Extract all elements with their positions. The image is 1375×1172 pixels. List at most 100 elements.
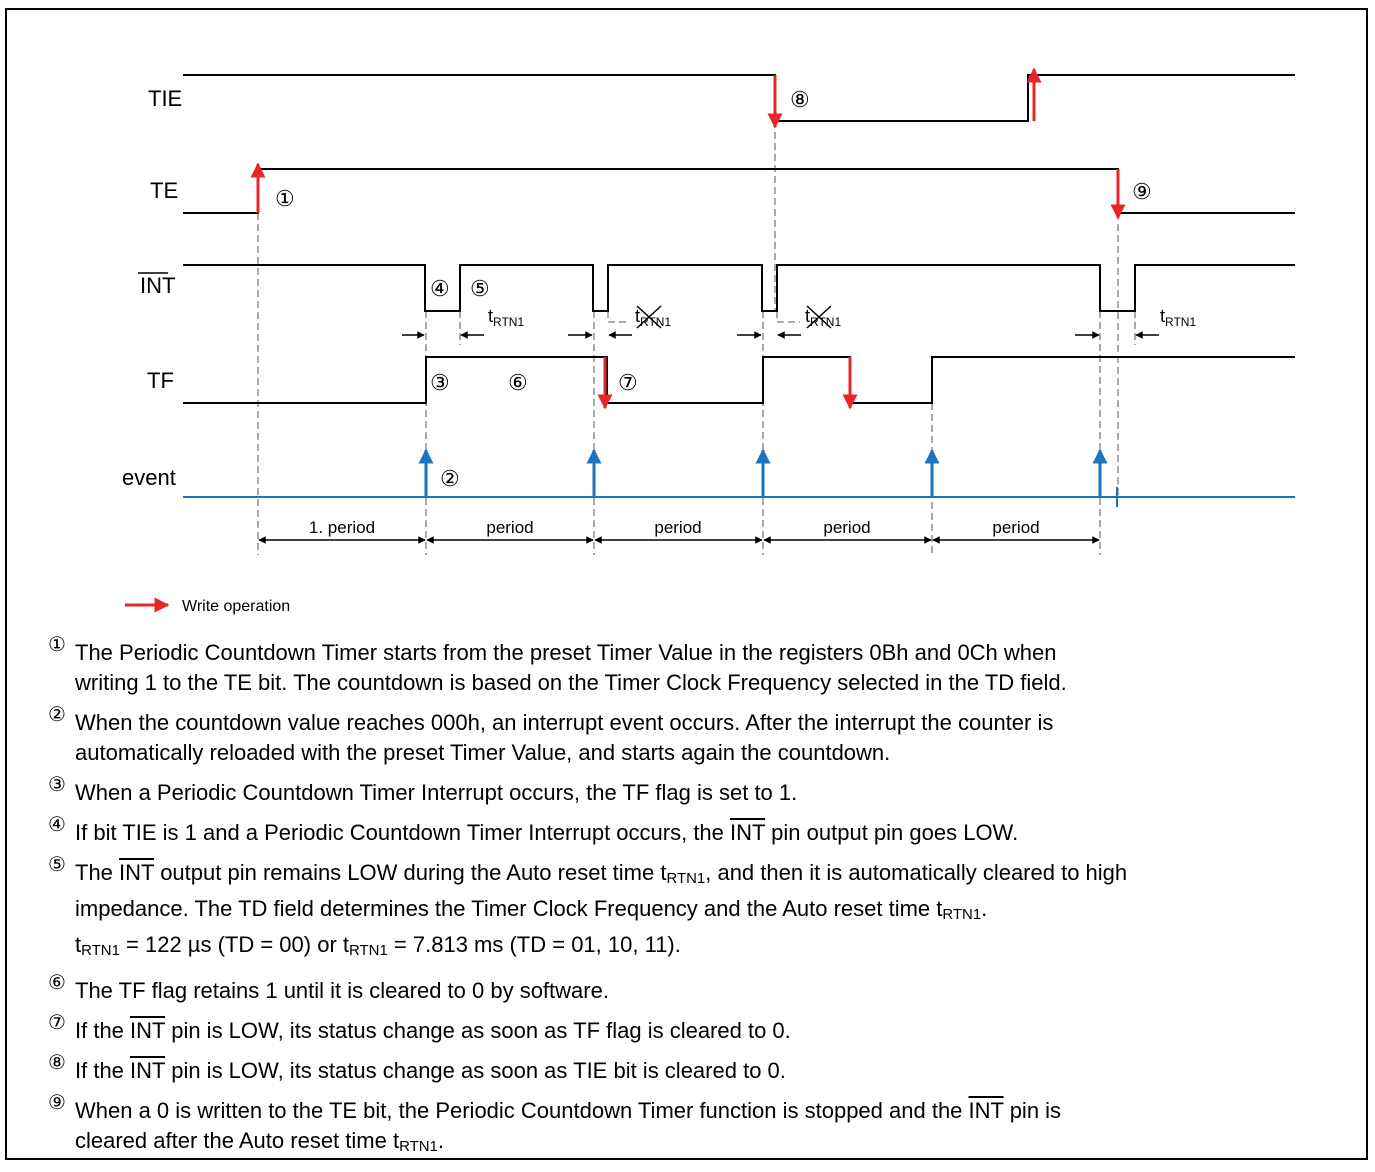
note-text: When a 0 is written to the TE bit, the P…	[75, 1097, 969, 1123]
note-line: When the countdown value reaches 000h, a…	[75, 708, 1363, 738]
note-line: When a 0 is written to the TE bit, the P…	[75, 1096, 1363, 1126]
note-text: pin is LOW, its status change as soon as…	[165, 1057, 786, 1083]
trtn-t: t	[805, 306, 810, 326]
note-line: automatically reloaded with the preset T…	[75, 738, 1363, 768]
note-marker: ⑤	[48, 854, 66, 876]
step-marker: ⑤	[470, 276, 490, 301]
period-label: period	[823, 518, 870, 537]
note-sub: RTN1	[666, 869, 706, 887]
note: ② When the countdown value reaches 000h, …	[48, 704, 1363, 768]
note-text: If the	[75, 1057, 131, 1083]
note-text: , and then it is automatically cleared t…	[705, 860, 1128, 885]
note-text: .	[981, 895, 988, 921]
note-marker: ⑥	[48, 971, 66, 994]
note-marker: ②	[48, 704, 66, 726]
note: ⑤ The INT output pin remains LOW during t…	[48, 854, 1363, 966]
note-line: impedance. The TD field determines the T…	[75, 894, 1363, 930]
note-line: cleared after the Auto reset time tRTN1.	[75, 1126, 1363, 1162]
signal-label: TE	[150, 178, 178, 203]
step-marker: ②	[440, 466, 460, 491]
trtn-sub: RTN1	[493, 315, 524, 329]
note-text: = 7.813 ms (TD = 01, 10, 11).	[387, 931, 681, 957]
note-text: When a Periodic Countdown Timer Interrup…	[75, 780, 798, 805]
note-text: If the	[75, 1017, 131, 1043]
period-label: 1. period	[309, 518, 375, 537]
note-line: tRTN1 = 122 µs (TD = 00) or tRTN1 = 7.81…	[75, 930, 1363, 966]
note-sub: RTN1	[349, 941, 388, 959]
frame	[5, 8, 1368, 1160]
step-marker: ⑨	[1132, 179, 1152, 204]
note-line: If bit TIE is 1 and a Periodic Countdown…	[75, 818, 1363, 848]
note-text: pin output pin goes LOW.	[765, 820, 1019, 845]
step-marker: ①	[275, 186, 295, 211]
trtn-label: tRTN1	[488, 306, 524, 329]
trtn-sub: RTN1	[640, 315, 671, 329]
note: ⑥ The TF flag retains 1 until it is clear…	[48, 972, 1363, 1006]
note: ③ When a Periodic Countdown Timer Interru…	[48, 774, 1363, 808]
note-text: pin is	[1003, 1097, 1062, 1123]
te-wave	[183, 168, 1295, 214]
note: ① The Periodic Countdown Timer starts fro…	[48, 634, 1363, 698]
signal-label: TIE	[148, 86, 182, 111]
timing-diagram: Write operation TIE TE INT TF event ⑧ ① ④ ⑤ ③ ⑥ ⑦ ② ⑨…	[122, 67, 1295, 615]
note-marker: ④	[48, 814, 66, 836]
tie-wave	[183, 74, 1295, 122]
note-marker: ⑦	[48, 1011, 66, 1034]
note-text: output pin remains LOW during the Auto r…	[154, 860, 667, 885]
note-marker: ①	[48, 634, 66, 656]
note-text: automatically reloaded with the preset T…	[75, 740, 891, 765]
trtn-t: t	[488, 306, 493, 326]
note: ④ If bit TIE is 1 and a Periodic Countdow…	[48, 814, 1363, 848]
cross-out	[806, 305, 832, 329]
trtn-t: t	[635, 306, 640, 326]
note: ⑧ If the INT pin is LOW, its status chang…	[48, 1052, 1363, 1086]
cross-out	[636, 305, 662, 329]
note-sub: RTN1	[942, 905, 982, 923]
note-text: When the countdown value reaches 000h, a…	[75, 710, 1054, 735]
signal-label: INT	[140, 273, 175, 298]
note-marker: ③	[48, 774, 66, 796]
step-marker: ④	[430, 276, 450, 301]
note-overline: INT	[119, 860, 155, 885]
note-sub: RTN1	[399, 1137, 438, 1155]
step-marker: ⑧	[790, 87, 810, 112]
legend-text: Write operation	[182, 598, 290, 615]
trtn-sub: RTN1	[810, 315, 841, 329]
note-text: If bit TIE is 1 and a Periodic Countdown…	[75, 820, 731, 845]
note-text: The	[75, 860, 120, 885]
note-overline: INT	[968, 1097, 1004, 1123]
trtn-sub: RTN1	[1165, 315, 1196, 329]
note: ⑨ When a 0 is written to the TE bit, the …	[48, 1092, 1363, 1162]
period-label: period	[654, 518, 701, 537]
note-marker: ⑨	[48, 1091, 66, 1114]
note-overline: INT	[730, 820, 766, 845]
note-line: writing 1 to the TE bit. The countdown i…	[75, 668, 1363, 698]
period-label: period	[486, 518, 533, 537]
note-text: The TF flag retains 1 until it is cleare…	[75, 977, 609, 1003]
note-line: When a Periodic Countdown Timer Interrup…	[75, 778, 1363, 808]
note-overline: INT	[130, 1017, 166, 1043]
note-line: If the INT pin is LOW, its status change…	[75, 1016, 1363, 1046]
note-text: .	[437, 1127, 444, 1153]
trtn-t: t	[1160, 306, 1165, 326]
note-overline: INT	[130, 1057, 166, 1083]
note-line: If the INT pin is LOW, its status change…	[75, 1056, 1363, 1086]
write-arrows	[250, 67, 1126, 410]
step-marker: ⑦	[618, 370, 638, 395]
note-marker: ⑧	[48, 1051, 66, 1074]
signal-label: event	[122, 465, 176, 490]
event-arrows	[418, 448, 1108, 497]
tf-wave	[183, 356, 1295, 404]
dashed-guides	[257, 121, 1136, 555]
note-text: cleared after the Auto reset time t	[75, 1127, 400, 1153]
step-marker: ③	[430, 370, 450, 395]
note-text: writing 1 to the TE bit. The countdown i…	[75, 670, 1067, 695]
notes: ① The Periodic Countdown Timer starts fro…	[48, 634, 1363, 1172]
note-text: impedance. The TD field determines the T…	[75, 895, 943, 921]
trtn-label: tRTN1	[1160, 306, 1196, 329]
note-line: The Periodic Countdown Timer starts from…	[75, 638, 1363, 668]
note-text: pin is LOW, its status change as soon as…	[165, 1017, 791, 1043]
note-text: t	[75, 931, 82, 957]
step-marker: ⑥	[508, 370, 528, 395]
signal-label: TF	[147, 368, 174, 393]
